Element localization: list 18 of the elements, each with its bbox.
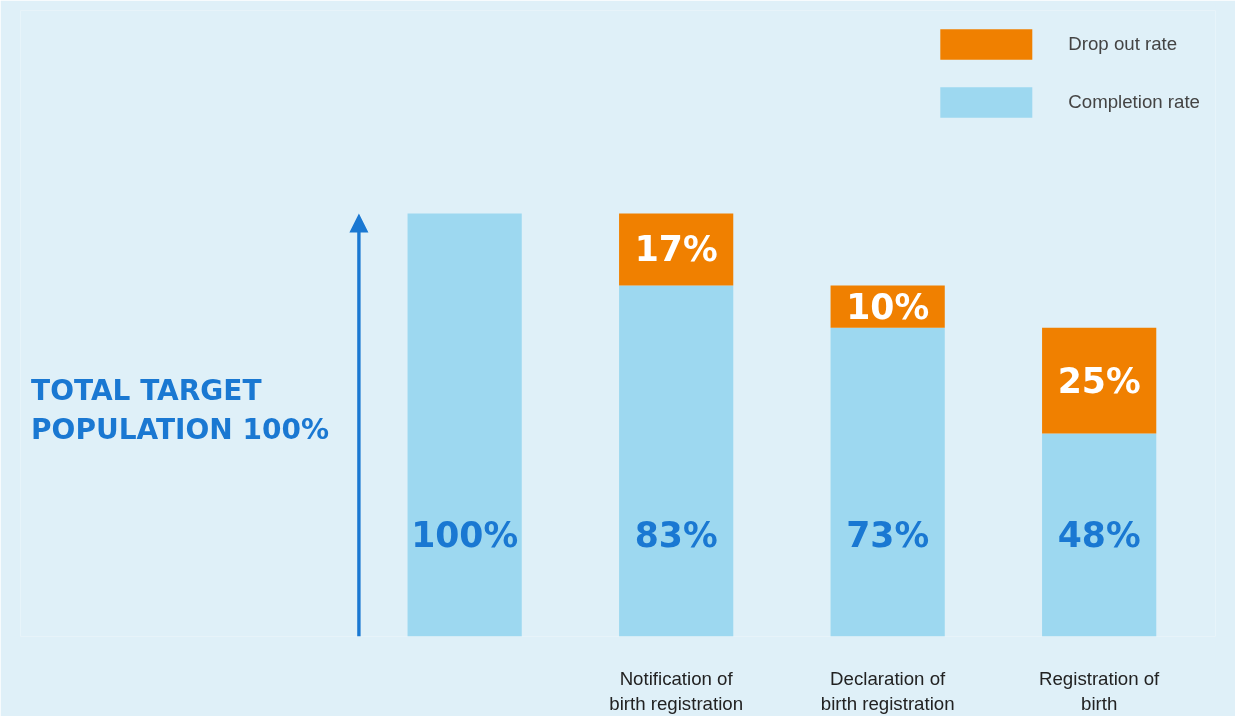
data-label: 17% — [634, 229, 718, 270]
bar — [1042, 433, 1157, 637]
data-label: 83% — [634, 514, 718, 555]
x-tick-label: Notification of birth registration — [609, 667, 744, 714]
data-label: 73% — [846, 514, 930, 555]
data-label: 25% — [1057, 360, 1141, 401]
data-label: 10% — [846, 286, 930, 327]
bar — [407, 213, 522, 637]
bar — [1042, 327, 1157, 434]
bar — [830, 327, 945, 637]
x-tick-label: Declaration of birth registration — [820, 667, 955, 714]
data-label: 48% — [1057, 514, 1141, 555]
data-label: 100% — [411, 514, 519, 555]
text: TOTAL TARGET POPULATION 100% — [31, 373, 330, 447]
bar — [619, 285, 734, 637]
x-tick-label: Registration of birth — [1039, 667, 1161, 714]
legend-label: Completion rate — [1068, 91, 1200, 113]
legend-label: Drop out rate — [1068, 33, 1178, 55]
